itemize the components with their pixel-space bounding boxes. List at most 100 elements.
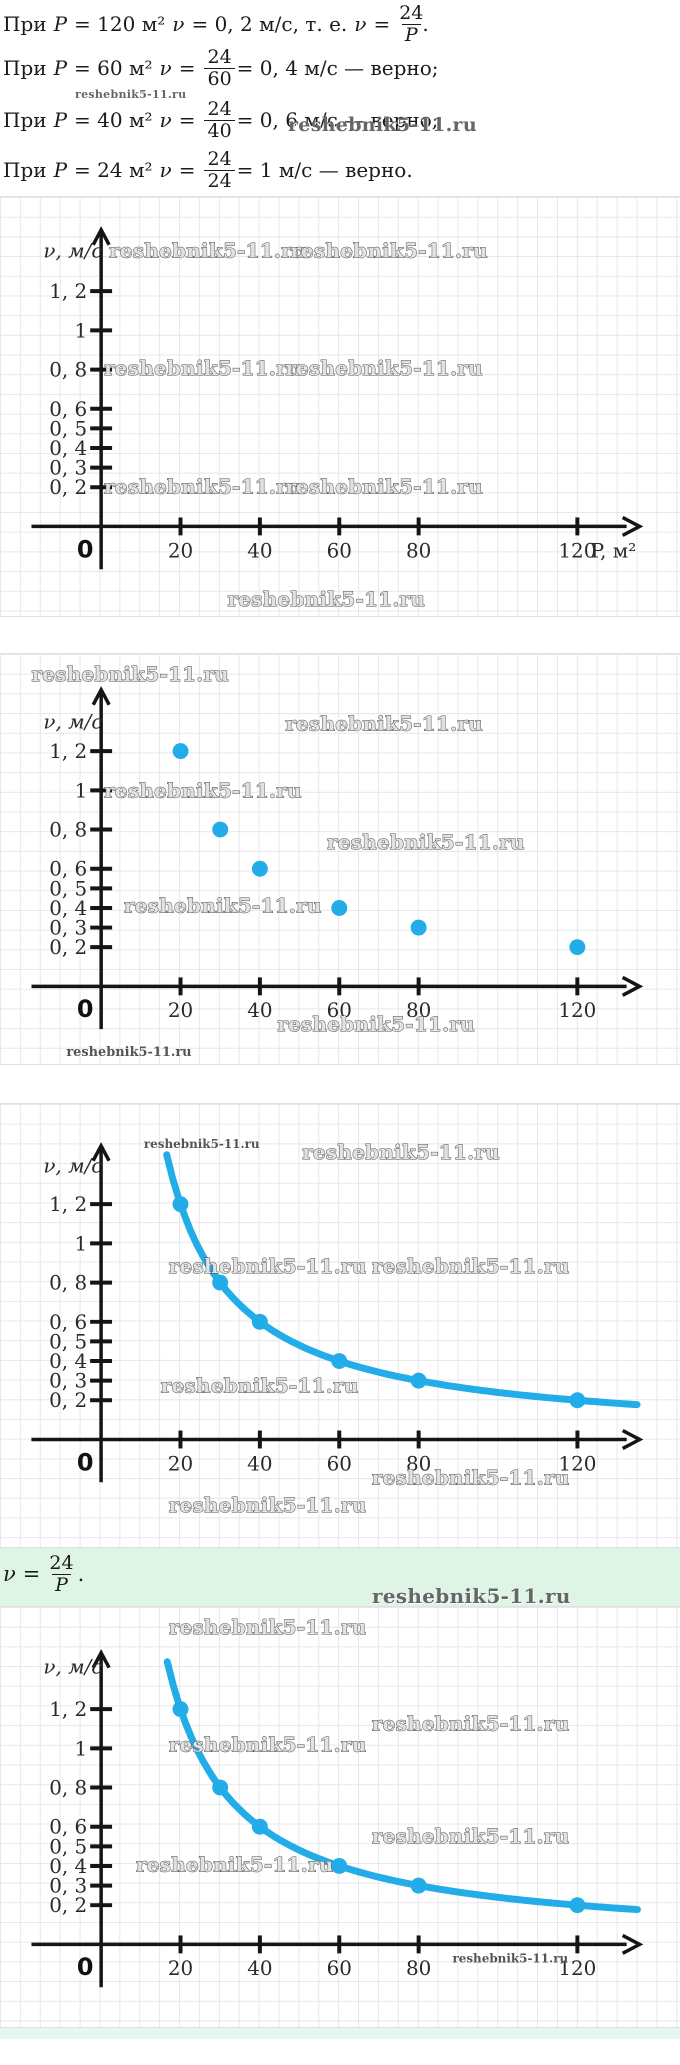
y-axis-arrow <box>91 686 111 706</box>
fraction-denominator: P <box>404 23 418 46</box>
x-tick-label: 20 <box>168 1452 193 1475</box>
graph-hyperbola-final: 1, 2 1 0, 8 0, 60, 50, 40, 30, 2 20 40 60 80 120… <box>0 1606 680 2028</box>
y-tick-label: 0, 4 <box>49 897 87 920</box>
watermark: reshebnik5-11.ru <box>104 475 302 499</box>
line-text: При <box>3 108 47 132</box>
data-points <box>172 1196 586 1409</box>
fraction-denominator: 40 <box>204 119 235 142</box>
solution-line: При P = 24 м² ν = 24 24 = 1 м/с — верно. <box>3 146 420 194</box>
line-text: = 0, 2 м/с, т. е. <box>191 12 348 36</box>
x-axis-arrow <box>621 975 644 997</box>
x-tick-label: 120 <box>558 539 596 562</box>
x-tick-label: 20 <box>168 999 193 1022</box>
var-nu: ν <box>3 1562 16 1587</box>
line-text: . <box>77 1562 85 1587</box>
data-point <box>410 1372 427 1389</box>
x-tick-label: 40 <box>247 999 272 1022</box>
origin-label: 0 <box>77 535 94 563</box>
y-tick-label: 0, 8 <box>49 359 87 382</box>
data-point <box>331 1858 348 1874</box>
y-tick-label: 0, 2 <box>49 476 87 499</box>
line-text: = 60 м² <box>74 56 153 80</box>
solution-line: При P = 60 м² ν = 24 60 = 0, 4 м/с — верно; <box>3 44 446 92</box>
y-tick-label: 0, 3 <box>49 917 87 940</box>
y-tick-label: 0, 3 <box>49 1370 87 1393</box>
fraction-numerator: 24 <box>49 1552 74 1574</box>
x-axis-label: P, м² <box>591 539 636 562</box>
y-tick-label: 0, 8 <box>49 819 87 842</box>
y-tick-label: 0, 2 <box>49 1389 87 1412</box>
fraction: 24 24 <box>204 147 235 192</box>
watermark: reshebnik5-11.ru <box>285 356 483 380</box>
line-text: = <box>178 158 196 182</box>
y-axis-arrow <box>91 1142 111 1162</box>
x-tick-label: 40 <box>247 1957 272 1980</box>
x-tick-label: 120 <box>558 1452 596 1475</box>
watermark: reshebnik5-11.ru <box>302 1140 500 1164</box>
var-p: P <box>53 158 68 182</box>
watermark: reshebnik5-11.ru <box>372 1824 570 1848</box>
y-tick-label: 1, 2 <box>49 740 87 763</box>
solution-line: При P = 120 м² ν = 0, 2 м/с, т. е. ν = 24 P. <box>3 0 436 48</box>
watermark: reshebnik5-11.ru <box>104 356 302 380</box>
y-tick-label: 0, 8 <box>49 1777 87 1800</box>
x-tick-label: 60 <box>327 1957 352 1980</box>
y-tick-label: 0, 2 <box>49 936 87 959</box>
conclusion-band: ν = 24 P. reshebnik5-11.ru <box>0 1548 680 1608</box>
fraction: 24 P <box>399 3 423 45</box>
fraction-numerator: 24 <box>399 1 424 24</box>
var-nu: ν <box>159 56 172 80</box>
y-tick-label: 1 <box>75 1737 88 1760</box>
data-points <box>172 743 586 956</box>
ticks-and-labels: 1, 2 1 0, 8 0, 60, 50, 40, 30, 2 20 40 60 80 120… <box>43 711 596 1024</box>
origin-label: 0 <box>77 1448 94 1476</box>
watermark: reshebnik5-11.ru <box>372 1711 570 1735</box>
equals-sign: = <box>22 1562 41 1587</box>
fraction: 24 40 <box>204 97 235 142</box>
watermark: reshebnik5-11.ru <box>285 475 483 499</box>
y-tick-label: 1, 2 <box>49 280 87 303</box>
y-tick-label: 0, 6 <box>49 858 87 881</box>
watermark: reshebnik5-11.ru <box>327 830 525 854</box>
conclusion-formula: ν = 24 P. <box>3 1553 91 1595</box>
data-point <box>569 1897 586 1914</box>
y-tick-label: 1, 2 <box>49 1193 87 1216</box>
watermark: reshebnik5-11.ru <box>372 1584 571 1608</box>
graph-scatter-points: 1, 2 1 0, 8 0, 60, 50, 40, 30, 2 20 40 60 80 120… <box>0 653 680 1065</box>
watermark: reshebnik5-11.ru <box>169 1493 367 1517</box>
var-p: P <box>53 56 68 80</box>
watermark: reshebnik5-11.ru <box>169 1615 367 1639</box>
watermarks: reshebnik5-11.ru reshebnik5-11.ru reshebni… <box>31 661 525 1060</box>
fraction-denominator: 24 <box>204 169 235 192</box>
curve <box>163 1151 641 1409</box>
watermark: reshebnik5-11.ru <box>136 1853 334 1877</box>
y-tick-label: 1 <box>75 319 88 342</box>
fraction-numerator: 24 <box>207 97 232 120</box>
x-tick-label: 20 <box>168 539 193 562</box>
line-text: При <box>3 12 47 36</box>
x-tick-label: 40 <box>247 539 272 562</box>
fraction-denominator: 60 <box>204 67 235 90</box>
fraction: 24 P <box>49 1553 73 1595</box>
watermark: reshebnik5-11.ru <box>290 239 488 263</box>
y-tick-label: 0, 4 <box>49 1855 87 1878</box>
ticks-and-labels: 1, 2 1 0, 8 0, 60, 50, 40, 30, 2 20 40 60 80 120… <box>43 1155 596 1477</box>
axes <box>31 686 644 1030</box>
x-tick-label: 60 <box>327 999 352 1022</box>
data-points <box>172 1701 586 1914</box>
fraction-numerator: 24 <box>207 147 232 170</box>
y-axis-arrow <box>91 1649 111 1669</box>
x-tick-label: 20 <box>168 1957 193 1980</box>
watermark: reshebnik5-11.ru <box>277 1012 475 1036</box>
watermark: reshebnik5-11.ru <box>75 88 187 101</box>
line-text: = 120 м² <box>74 12 166 36</box>
watermarks: reshebnik5-11.ru reshebnik5-11.ru reshebni… <box>144 1137 570 1518</box>
axes <box>31 1142 644 1483</box>
watermark: reshebnik5-11.ru <box>124 894 322 918</box>
line-text: = <box>373 12 391 36</box>
data-point <box>410 1877 427 1894</box>
watermark: reshebnik5-11.ru <box>161 1374 359 1398</box>
y-tick-label: 0, 5 <box>49 1330 87 1353</box>
y-tick-label: 0, 4 <box>49 1350 87 1373</box>
